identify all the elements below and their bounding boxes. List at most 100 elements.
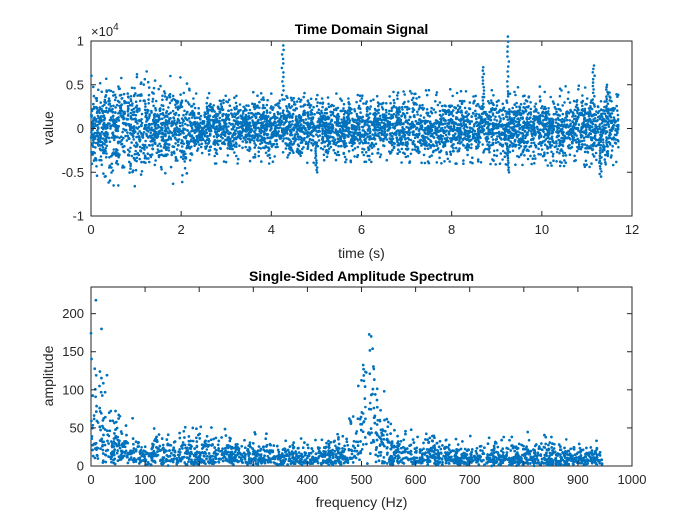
time-signal-point bbox=[153, 163, 157, 167]
time-signal-point bbox=[440, 104, 444, 108]
time-signal-point bbox=[568, 143, 571, 147]
time-signal-point bbox=[294, 107, 298, 110]
time-signal-point bbox=[120, 143, 123, 146]
time-signal-point bbox=[111, 119, 114, 122]
time-signal-point bbox=[135, 152, 139, 156]
time-signal-point bbox=[582, 136, 586, 140]
time-signal-point bbox=[303, 128, 307, 131]
time-signal-point bbox=[292, 108, 295, 112]
time-signal-point bbox=[510, 117, 514, 120]
time-signal-point bbox=[124, 128, 128, 132]
time-signal-point bbox=[560, 124, 563, 128]
time-signal-point bbox=[182, 142, 185, 145]
time-signal-point bbox=[358, 136, 362, 139]
time-signal-point bbox=[579, 147, 583, 151]
time-signal-point bbox=[615, 104, 618, 108]
time-signal-point bbox=[587, 118, 591, 121]
time-signal-point bbox=[135, 135, 138, 139]
time-signal-point bbox=[560, 120, 564, 124]
time-signal-point bbox=[469, 130, 473, 134]
time-signal-point bbox=[462, 162, 465, 165]
time-signal-point bbox=[91, 143, 94, 147]
time-signal-point bbox=[98, 106, 102, 109]
time-signal-point bbox=[444, 119, 447, 122]
time-signal-point bbox=[517, 120, 521, 124]
time-signal-point bbox=[573, 108, 577, 112]
time-signal-point bbox=[304, 111, 307, 115]
time-signal-point bbox=[144, 161, 147, 164]
time-signal-point bbox=[569, 127, 573, 131]
time-signal-point bbox=[519, 113, 523, 117]
time-signal-point bbox=[470, 143, 473, 146]
time-signal-point bbox=[567, 125, 570, 129]
time-signal-point bbox=[368, 127, 372, 131]
time-signal-point bbox=[200, 151, 204, 155]
time-signal-point bbox=[115, 103, 119, 107]
time-signal-point bbox=[595, 158, 598, 162]
time-signal-point bbox=[412, 103, 416, 106]
time-signal-point bbox=[112, 148, 116, 151]
time-signal-point bbox=[392, 112, 396, 116]
time-signal-point bbox=[278, 99, 282, 102]
time-signal-point bbox=[268, 156, 272, 160]
time-signal-point bbox=[329, 145, 333, 149]
time-signal-point bbox=[125, 122, 128, 125]
time-signal-point bbox=[519, 145, 523, 148]
time-signal-point bbox=[612, 109, 615, 112]
time-signal-point bbox=[162, 108, 165, 111]
time-signal-point bbox=[186, 124, 189, 127]
time-signal-point bbox=[221, 141, 224, 145]
time-signal-point bbox=[265, 109, 269, 112]
time-signal-point bbox=[130, 86, 134, 90]
time-signal-point bbox=[226, 136, 229, 139]
time-signal-point bbox=[195, 116, 199, 119]
time-signal-point bbox=[408, 160, 412, 163]
time-signal-point bbox=[443, 160, 446, 163]
time-signal-point bbox=[297, 97, 301, 100]
time-signal-point bbox=[410, 92, 413, 95]
time-signal-point bbox=[137, 138, 141, 141]
time-signal-point bbox=[134, 149, 137, 153]
time-signal-point bbox=[372, 98, 375, 101]
time-signal-point bbox=[231, 115, 234, 119]
time-signal-point bbox=[511, 145, 514, 148]
time-signal-point bbox=[427, 88, 431, 92]
time-signal-point bbox=[95, 120, 98, 123]
time-signal-point bbox=[168, 129, 171, 133]
time-signal-point bbox=[456, 108, 460, 112]
time-signal-point bbox=[435, 144, 439, 147]
time-signal-point bbox=[129, 167, 132, 170]
time-signal-point bbox=[558, 114, 561, 117]
time-signal-point bbox=[203, 111, 207, 114]
time-signal-point bbox=[574, 159, 577, 162]
time-signal-point bbox=[372, 128, 375, 132]
time-signal-point bbox=[555, 125, 559, 129]
time-signal-point bbox=[221, 136, 224, 140]
time-signal-point bbox=[144, 113, 148, 117]
time-signal-point bbox=[583, 165, 587, 168]
time-signal-point bbox=[334, 128, 338, 131]
time-signal-point bbox=[159, 112, 162, 116]
time-signal-point bbox=[302, 113, 305, 117]
time-signal-point bbox=[129, 164, 132, 167]
time-signal-point bbox=[93, 116, 96, 119]
time-signal-point bbox=[544, 115, 547, 119]
time-signal-point bbox=[393, 101, 396, 105]
time-signal-point bbox=[203, 134, 207, 137]
time-signal-point bbox=[194, 124, 197, 128]
time-signal-point bbox=[464, 90, 468, 93]
time-signal-point bbox=[283, 133, 286, 137]
time-signal-point bbox=[575, 100, 578, 103]
time-signal-point bbox=[382, 139, 385, 143]
time-signal-point bbox=[111, 153, 114, 157]
time-signal-point bbox=[227, 113, 230, 117]
time-signal-point bbox=[401, 108, 404, 111]
time-signal-point bbox=[530, 162, 533, 166]
time-signal-point bbox=[117, 184, 120, 187]
time-signal-point bbox=[250, 127, 253, 131]
time-signal-point bbox=[378, 155, 382, 159]
time-signal-point bbox=[160, 117, 164, 120]
time-signal-point bbox=[232, 119, 236, 122]
time-signal-point bbox=[140, 93, 143, 96]
time-signal-point bbox=[349, 160, 353, 164]
